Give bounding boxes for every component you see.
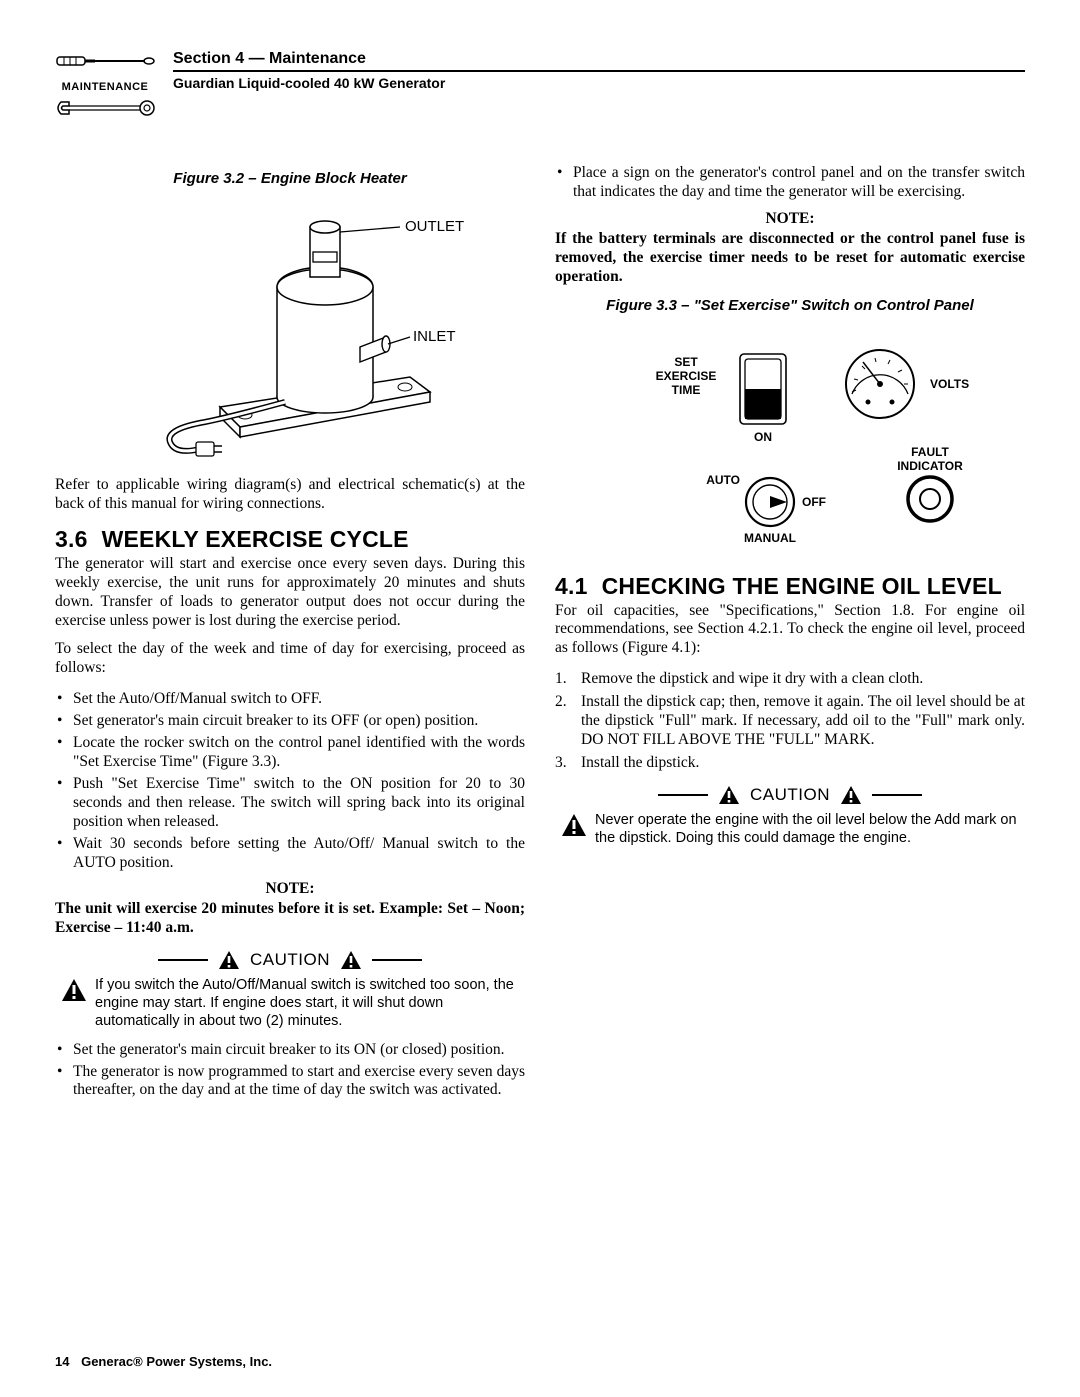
note-1-body: The unit will exercise 20 minutes before… — [55, 900, 525, 938]
list-item: Remove the dipstick and wipe it dry with… — [555, 670, 1025, 689]
exercise-steps-list-2: Set the generator's main circuit breaker… — [55, 1041, 525, 1101]
screwdriver-icon — [55, 50, 155, 72]
list-item: The generator is now programmed to start… — [55, 1063, 525, 1101]
exercise-steps-list-1: Set the Auto/Off/Manual switch to OFF. S… — [55, 690, 525, 872]
heading-4-1-num: 4.1 — [555, 573, 588, 599]
caution-banner-1: CAUTION — [55, 950, 525, 970]
caution-line — [658, 794, 708, 796]
warning-triangle-icon — [218, 950, 240, 970]
list-item: Push "Set Exercise Time" switch to the O… — [55, 775, 525, 832]
list-item: Set the generator's main circuit breaker… — [55, 1041, 525, 1060]
section-title: Section 4 — Maintenance — [173, 50, 1025, 72]
svg-text:MANUAL: MANUAL — [744, 531, 796, 545]
oil-check-steps: Remove the dipstick and wipe it dry with… — [555, 670, 1025, 773]
maintenance-label: MAINTENANCE — [55, 81, 155, 93]
warning-triangle-icon — [340, 950, 362, 970]
svg-text:EXERCISE: EXERCISE — [656, 369, 717, 383]
list-item: Set the Auto/Off/Manual switch to OFF. — [55, 690, 525, 709]
note-2-label: NOTE: — [555, 210, 1025, 228]
list-item: Install the dipstick cap; then, remove i… — [555, 693, 1025, 750]
heading-4-1: 4.1 CHECKING THE ENGINE OIL LEVEL — [555, 573, 1025, 600]
svg-text:TIME: TIME — [672, 383, 701, 397]
caution-line — [872, 794, 922, 796]
maintenance-icons: MAINTENANCE — [55, 50, 155, 124]
caution-1-row: If you switch the Auto/Off/Manual switch… — [55, 976, 525, 1030]
caution-2-row: Never operate the engine with the oil le… — [555, 811, 1025, 847]
page-header: MAINTENANCE Section 4 — Maintenance Guar… — [55, 50, 1025, 124]
heading-3-6-num: 3.6 — [55, 526, 88, 552]
weekly-exercise-p1: The generator will start and exercise on… — [55, 555, 525, 631]
svg-text:VOLTS: VOLTS — [930, 377, 969, 391]
svg-text:ON: ON — [754, 430, 772, 444]
list-item: Wait 30 seconds before setting the Auto/… — [55, 835, 525, 873]
svg-text:OFF: OFF — [802, 495, 826, 509]
list-item: Locate the rocker switch on the control … — [55, 734, 525, 772]
warning-triangle-icon — [718, 785, 740, 805]
weekly-exercise-p2: To select the day of the week and time o… — [55, 640, 525, 678]
caution-line — [372, 959, 422, 961]
wrench-icon — [55, 97, 155, 119]
sign-list: Place a sign on the generator's control … — [555, 164, 1025, 202]
caution-line — [158, 959, 208, 961]
heading-3-6: 3.6 WEEKLY EXERCISE CYCLE — [55, 526, 525, 553]
list-item: Place a sign on the generator's control … — [555, 164, 1025, 202]
header-text-block: Section 4 — Maintenance Guardian Liquid-… — [173, 50, 1025, 91]
company-name: Generac® Power Systems, Inc. — [81, 1354, 272, 1369]
left-column: Figure 3.2 – Engine Block Heater — [55, 164, 525, 1108]
outlet-label: OUTLET — [405, 218, 464, 235]
note-2-body: If the battery terminals are disconnecte… — [555, 230, 1025, 287]
right-column: Place a sign on the generator's control … — [555, 164, 1025, 1108]
list-item: Install the dipstick. — [555, 754, 1025, 773]
svg-text:FAULT: FAULT — [911, 445, 949, 459]
figure-3-3-title: Figure 3.3 – "Set Exercise" Switch on Co… — [555, 297, 1025, 314]
svg-text:SET: SET — [674, 355, 698, 369]
caution-banner-2: CAUTION — [555, 785, 1025, 805]
figure-3-2: OUTLET INLET — [55, 197, 525, 462]
inlet-label: INLET — [413, 328, 456, 345]
caution-1-text: If you switch the Auto/Off/Manual switch… — [95, 976, 519, 1030]
control-panel-diagram: SET EXERCISE TIME ON VOLTS — [590, 324, 990, 554]
caution-word: CAUTION — [250, 950, 330, 970]
page-number: 14 — [55, 1354, 69, 1369]
heading-3-6-title: WEEKLY EXERCISE CYCLE — [102, 526, 409, 552]
svg-text:INDICATOR: INDICATOR — [897, 459, 963, 473]
heading-4-1-title: CHECKING THE ENGINE OIL LEVEL — [602, 573, 1002, 599]
caution-2-text: Never operate the engine with the oil le… — [595, 811, 1019, 847]
svg-text:AUTO: AUTO — [706, 473, 740, 487]
warning-triangle-icon — [61, 978, 87, 1002]
warning-triangle-icon — [840, 785, 862, 805]
section-subtitle: Guardian Liquid-cooled 40 kW Generator — [173, 75, 1025, 91]
engine-block-heater-diagram: OUTLET INLET — [110, 197, 470, 457]
figure-3-3: SET EXERCISE TIME ON VOLTS — [555, 324, 1025, 559]
page-footer: 14 Generac® Power Systems, Inc. — [55, 1354, 272, 1369]
wiring-refer-paragraph: Refer to applicable wiring diagram(s) an… — [55, 476, 525, 514]
note-1-label: NOTE: — [55, 880, 525, 898]
two-column-layout: Figure 3.2 – Engine Block Heater — [55, 164, 1025, 1108]
figure-3-2-title: Figure 3.2 – Engine Block Heater — [55, 170, 525, 187]
oil-level-paragraph: For oil capacities, see "Specifications,… — [555, 602, 1025, 659]
caution-word: CAUTION — [750, 785, 830, 805]
warning-triangle-icon — [561, 813, 587, 837]
list-item: Set generator's main circuit breaker to … — [55, 712, 525, 731]
